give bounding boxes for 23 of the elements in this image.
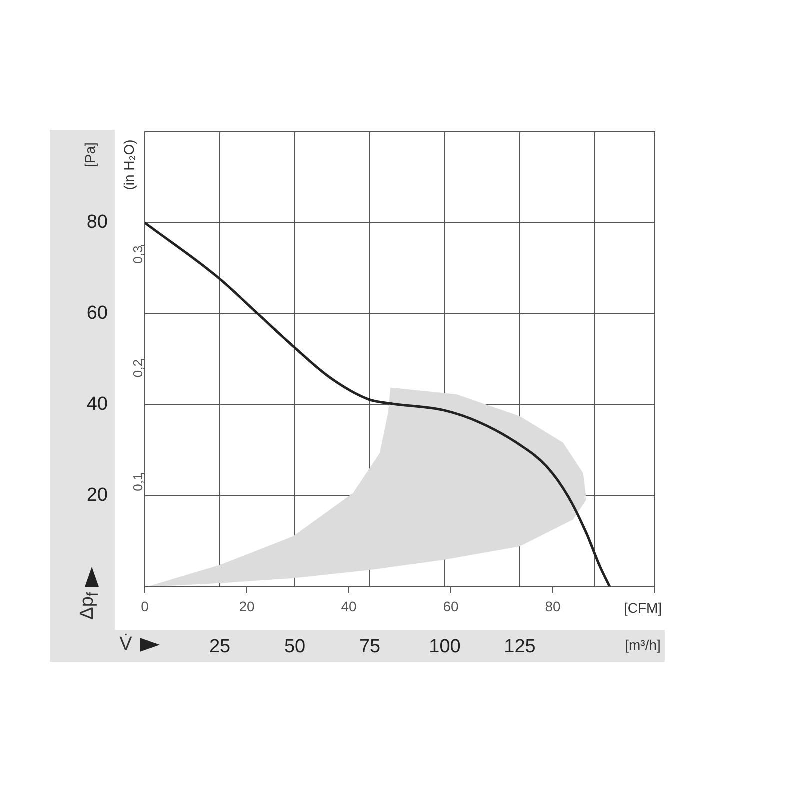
x2-tick-label: 20	[239, 598, 255, 614]
x-tick-label: 100	[429, 636, 461, 658]
x2-tick-label: 80	[545, 598, 561, 614]
y-tick-label: 80	[86, 212, 108, 234]
x-axis-title: V̇	[120, 634, 132, 656]
y2-tick-label: 0,3	[130, 246, 146, 264]
x-tick-label: 50	[284, 636, 306, 658]
x-tick-label: 25	[209, 636, 231, 658]
x2-tick-label: 40	[341, 598, 357, 614]
text: [m³/h]	[625, 637, 661, 653]
text: [Pa]	[82, 142, 98, 168]
x2-tick-label: 60	[443, 598, 459, 614]
y2-tick-label: 0,2	[130, 360, 146, 378]
y-tick-label: 20	[86, 485, 108, 506]
x2-tick-label: 0	[141, 598, 150, 614]
y2-axis-title: (in H₂O)	[121, 140, 137, 190]
line-series	[145, 222, 612, 587]
y-tick-label: 40	[86, 394, 108, 416]
x-tick-label: 75	[359, 636, 381, 658]
x2-axis-title: [CFM]	[624, 600, 662, 616]
x-tick-label: 125	[504, 636, 536, 658]
y-tick-label: 60	[86, 303, 108, 324]
y2-tick-label: 0,1	[130, 473, 146, 492]
